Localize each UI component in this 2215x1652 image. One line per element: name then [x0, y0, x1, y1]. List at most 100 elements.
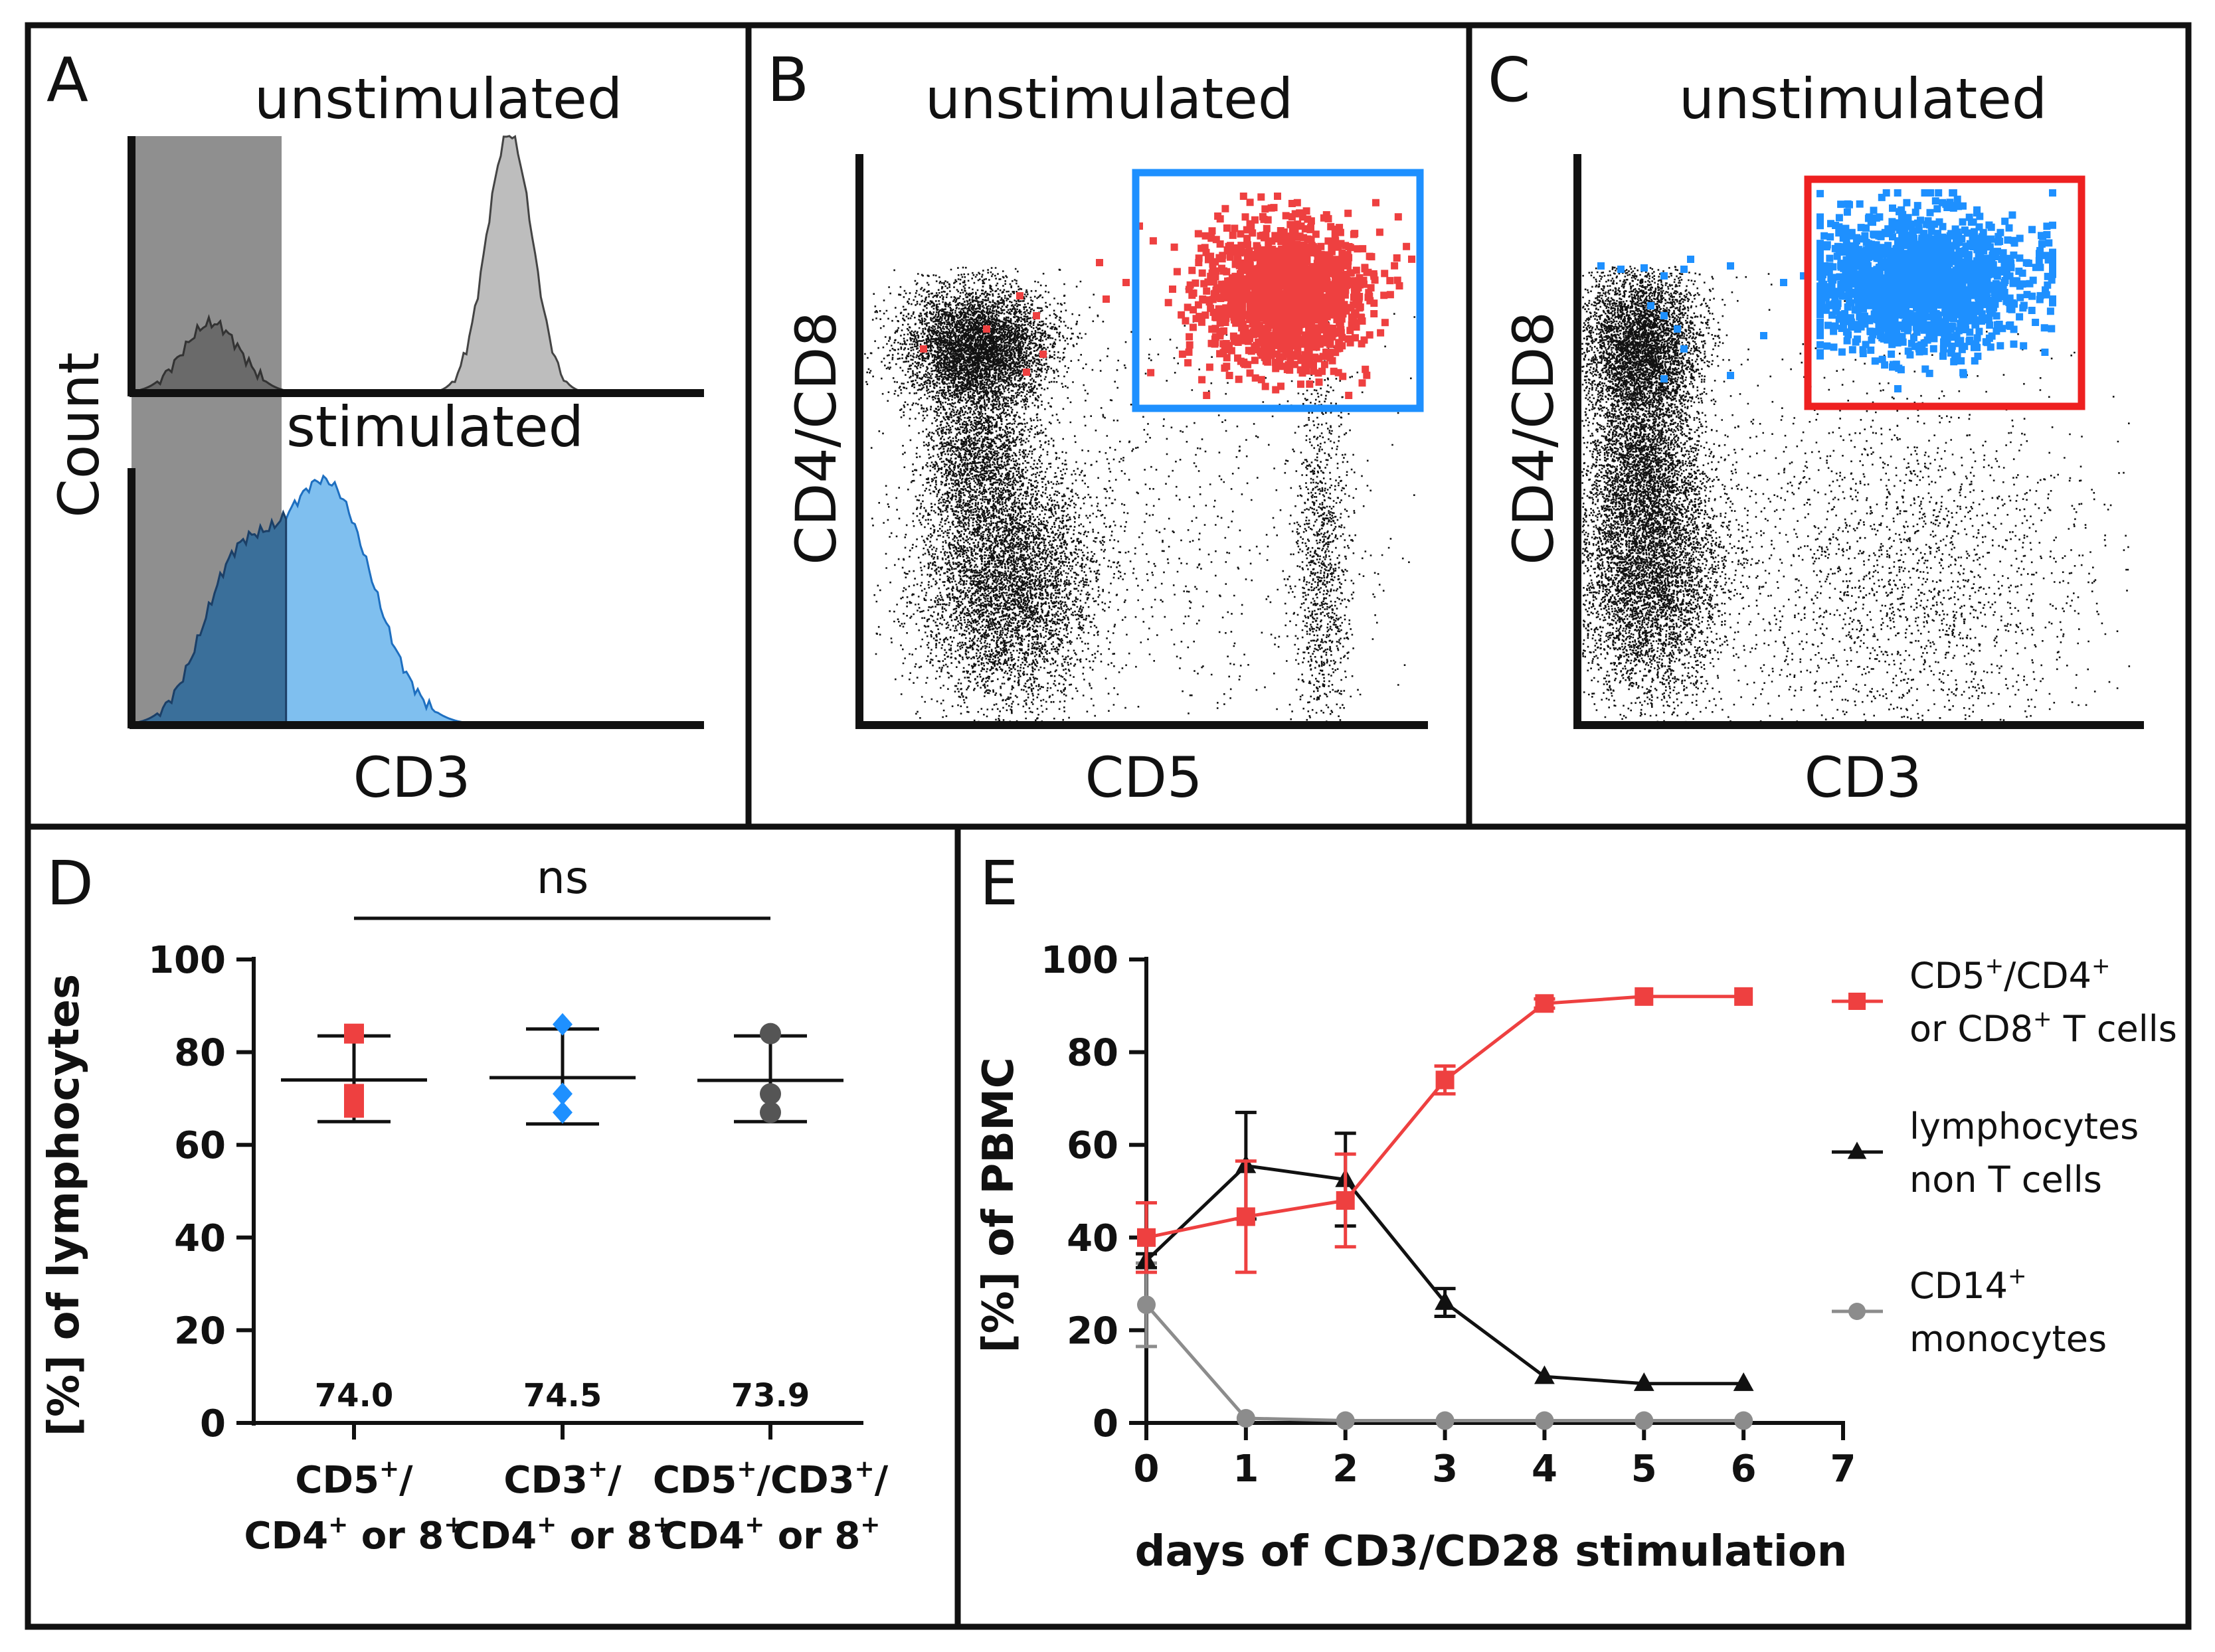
panel-c-gated-events — [1597, 189, 2056, 392]
legend-label-line1: lymphocytes — [1909, 1106, 2139, 1147]
panel-e-xtick-label: 2 — [1332, 1447, 1358, 1491]
histogram-unstimulated-gated — [130, 314, 288, 394]
panel-d-ytick-label: 40 — [174, 1217, 226, 1260]
data-point — [1535, 1411, 1554, 1430]
panel-a-title-stimulated: stimulated — [286, 394, 584, 459]
series-line — [1145, 1163, 1744, 1386]
panel-a: A unstimulated stimulated Count CD3 — [46, 44, 704, 810]
panel-c-events — [1581, 266, 2131, 723]
panel-e-ytick-label: 100 — [1041, 939, 1118, 982]
data-point — [344, 1098, 364, 1118]
series-circle — [1136, 1261, 1753, 1430]
legend-entry: lymphocytes non T cells — [1832, 1106, 2139, 1200]
series-square — [1136, 987, 1753, 1274]
legend-entry: CD5+/CD4+ or CD8+ T cells — [1832, 953, 2177, 1050]
panel-e-letter: E — [980, 848, 1018, 919]
data-point — [1236, 1207, 1255, 1226]
panel-e-legend: CD5+/CD4+ or CD8+ T cells lymphocytes non T… — [1832, 953, 2177, 1360]
data-point — [1336, 1411, 1355, 1430]
data-point — [1435, 1411, 1455, 1430]
data-point — [1236, 1409, 1255, 1428]
panel-b-title: unstimulated — [925, 66, 1293, 131]
legend-label-line1: CD5+/CD4+ — [1909, 953, 2111, 997]
panel-e-ylabel: [%] of PBMC — [974, 1057, 1023, 1353]
series-line — [1146, 995, 1744, 1240]
panel-d-ytick-label: 60 — [174, 1124, 226, 1167]
panel-a-xlabel: CD3 — [353, 745, 471, 810]
data-point — [760, 1083, 781, 1105]
data-point — [1848, 1303, 1866, 1320]
panel-e-xtick-label: 3 — [1432, 1447, 1458, 1491]
data-point — [1734, 1411, 1753, 1430]
panel-c-ylabel: CD4/CD8 — [1501, 311, 1566, 565]
panel-e-ytick-label: 0 — [1093, 1402, 1118, 1446]
data-point — [1534, 1365, 1555, 1384]
data-point — [1435, 1070, 1455, 1090]
legend-label-line2: or CD8+ T cells — [1909, 1006, 2177, 1050]
panel-b-gate — [1132, 169, 1424, 412]
group-label-line2: CD4+ or 8+ — [661, 1511, 881, 1558]
panel-e-xtick-label: 7 — [1830, 1447, 1856, 1491]
data-point — [1336, 1191, 1355, 1210]
data-point — [1633, 1372, 1654, 1391]
panel-e-xtick-label: 4 — [1532, 1447, 1557, 1491]
panel-b: B unstimulated CD4/CD8 CD5 — [767, 44, 1428, 810]
data-point — [553, 1082, 573, 1106]
data-point — [760, 1023, 781, 1044]
panel-e-xtick-label: 1 — [1233, 1447, 1259, 1491]
group-label-line2: CD4+ or 8+ — [453, 1511, 673, 1558]
data-point — [1137, 1295, 1156, 1315]
histogram-stimulated-gated — [130, 509, 288, 726]
data-point — [1635, 987, 1654, 1006]
panel-e-axes: 0 20 40 60 80 100 0 1 2 3 4 5 6 7 — [1041, 939, 1856, 1491]
data-point — [553, 1101, 573, 1124]
panel-e-ytick-label: 20 — [1067, 1309, 1118, 1353]
series-triangle — [1136, 1110, 1754, 1391]
panel-a-ylabel: Count — [46, 352, 112, 517]
panel-e-xtick-label: 6 — [1731, 1447, 1757, 1491]
data-point — [1847, 1141, 1867, 1159]
panel-e-series — [1136, 987, 1754, 1430]
data-point — [1535, 994, 1554, 1013]
panel-e: E 0 20 40 60 80 100 0 1 2 3 4 5 6 7 CD5+/CD4+ or CD8+ … — [974, 848, 2177, 1576]
panel-e-xtick-label: 0 — [1134, 1447, 1160, 1491]
panel-frames — [25, 22, 2192, 1630]
panel-e-xlabel: days of CD3/CD28 stimulation — [1135, 1527, 1848, 1576]
panel-d-ytick-label: 20 — [174, 1309, 226, 1353]
data-point — [1635, 1411, 1654, 1430]
panel-e-ytick-label: 60 — [1067, 1124, 1118, 1167]
panel-c-letter: C — [1488, 44, 1530, 116]
group-label-line1: CD5+/CD3+/ — [653, 1455, 889, 1502]
legend-label-line1: CD14+ — [1909, 1263, 2027, 1307]
mean-label: 74.0 — [315, 1377, 393, 1414]
panel-b-xlabel: CD5 — [1085, 745, 1203, 810]
panel-e-ytick-label: 80 — [1067, 1032, 1118, 1075]
panel-e-ytick-label: 40 — [1067, 1217, 1118, 1260]
panel-d-groups: 74.0 CD5+/ CD4+ or 8+ 74.5 CD3+/ CD4+ or 8+ 73… — [244, 1013, 889, 1558]
panel-c-title: unstimulated — [1679, 66, 2047, 131]
data-point — [760, 1102, 781, 1123]
gated-dots — [920, 193, 1415, 399]
mean-label: 73.9 — [731, 1377, 810, 1414]
panel-d-ytick-label: 80 — [174, 1032, 226, 1075]
panel-d-ytick-label: 0 — [200, 1402, 226, 1446]
data-point — [1137, 1228, 1156, 1247]
panel-e-xtick-label: 5 — [1631, 1447, 1657, 1491]
legend-label-line2: monocytes — [1909, 1318, 2107, 1360]
data-point — [1733, 1372, 1754, 1391]
panel-e-frame — [954, 823, 2192, 1630]
panel-b-letter: B — [767, 44, 809, 116]
panel-d-ylabel: [%] of lymphocytes — [40, 974, 89, 1436]
legend-entry: CD14+ monocytes — [1832, 1263, 2107, 1360]
series-line — [1145, 1303, 1744, 1422]
panel-c-xlabel: CD3 — [1805, 745, 1922, 810]
data-point — [553, 1013, 573, 1036]
group-label-line1: CD5+/ — [295, 1455, 413, 1502]
significance-label: ns — [537, 852, 589, 904]
scatter-dots — [1581, 266, 2131, 723]
panel-a-letter: A — [46, 44, 88, 116]
panel-b-gated-events — [920, 193, 1415, 399]
data-point — [344, 1023, 364, 1044]
